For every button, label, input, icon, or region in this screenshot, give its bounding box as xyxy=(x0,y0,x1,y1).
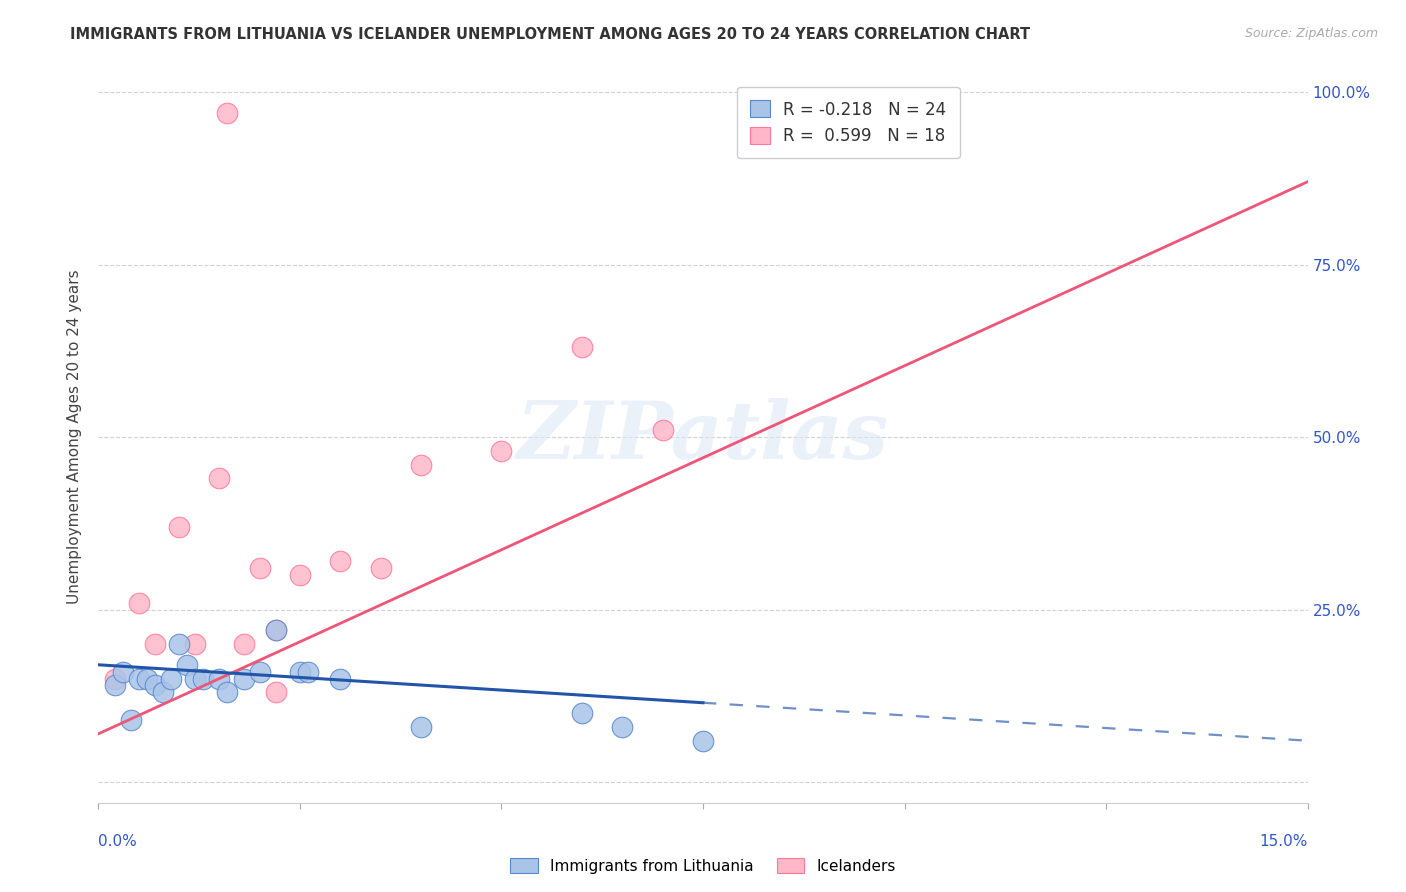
Point xyxy=(651,423,673,437)
Point xyxy=(208,672,231,686)
Legend: Immigrants from Lithuania, Icelanders: Immigrants from Lithuania, Icelanders xyxy=(505,852,901,880)
Point xyxy=(217,685,239,699)
Point xyxy=(249,561,271,575)
Point xyxy=(297,665,319,679)
Text: 0.0%: 0.0% xyxy=(98,834,138,849)
Point xyxy=(208,471,231,485)
Point xyxy=(288,665,311,679)
Point xyxy=(491,443,513,458)
Y-axis label: Unemployment Among Ages 20 to 24 years: Unemployment Among Ages 20 to 24 years xyxy=(67,269,83,605)
Point xyxy=(193,672,215,686)
Point xyxy=(103,672,125,686)
Point xyxy=(232,637,254,651)
Point xyxy=(329,554,352,568)
Point xyxy=(217,105,239,120)
Point xyxy=(135,672,157,686)
Point xyxy=(612,720,634,734)
Point xyxy=(232,672,254,686)
Point xyxy=(409,458,432,472)
Point xyxy=(329,672,352,686)
Point xyxy=(160,672,183,686)
Point xyxy=(167,637,190,651)
Point xyxy=(176,657,198,672)
Text: Source: ZipAtlas.com: Source: ZipAtlas.com xyxy=(1244,27,1378,40)
Point xyxy=(184,672,207,686)
Point xyxy=(288,568,311,582)
Point xyxy=(152,685,174,699)
Text: IMMIGRANTS FROM LITHUANIA VS ICELANDER UNEMPLOYMENT AMONG AGES 20 TO 24 YEARS CO: IMMIGRANTS FROM LITHUANIA VS ICELANDER U… xyxy=(70,27,1031,42)
Point xyxy=(571,340,593,354)
Point xyxy=(143,678,166,692)
Point xyxy=(264,685,287,699)
Point xyxy=(103,678,125,692)
Legend: R = -0.218   N = 24, R =  0.599   N = 18: R = -0.218 N = 24, R = 0.599 N = 18 xyxy=(737,87,960,159)
Point xyxy=(264,624,287,638)
Point xyxy=(571,706,593,720)
Text: ZIPatlas: ZIPatlas xyxy=(517,399,889,475)
Point xyxy=(370,561,392,575)
Point xyxy=(409,720,432,734)
Point xyxy=(120,713,142,727)
Text: 15.0%: 15.0% xyxy=(1260,834,1308,849)
Point xyxy=(184,637,207,651)
Point xyxy=(264,624,287,638)
Point xyxy=(111,665,134,679)
Point xyxy=(143,637,166,651)
Point xyxy=(692,733,714,747)
Point xyxy=(249,665,271,679)
Point xyxy=(167,520,190,534)
Point xyxy=(128,596,150,610)
Point xyxy=(128,672,150,686)
